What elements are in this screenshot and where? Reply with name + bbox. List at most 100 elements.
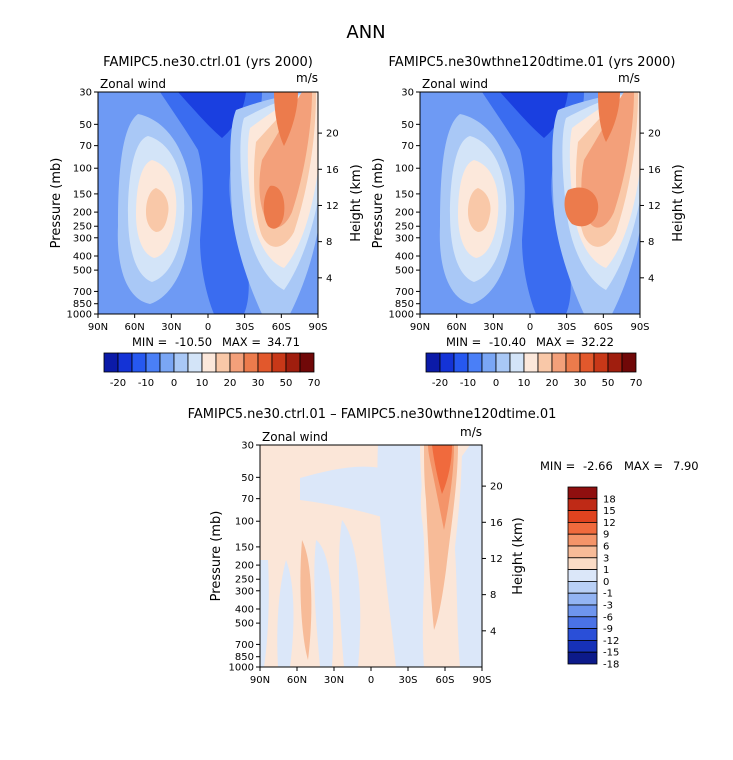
colorbar-label: 20 — [546, 378, 559, 389]
x-tick-label: 30S — [557, 322, 576, 333]
min-label: MIN = — [132, 335, 167, 349]
y-axis-right-label: Height (km) — [349, 164, 364, 241]
y-tick-label: 150 — [395, 189, 414, 200]
colorbar-cell — [173, 352, 189, 373]
colorbar-cell — [565, 352, 581, 373]
colorbar-cell — [495, 352, 511, 373]
colorbar-label: -20 — [110, 378, 126, 389]
min-value: -10.40 — [489, 335, 526, 349]
contour-field — [260, 445, 482, 667]
y-tick-label: 200 — [235, 561, 254, 572]
y-tick-label: 100 — [235, 517, 254, 528]
y-tick-label: 250 — [73, 222, 92, 233]
x-tick-label: 60N — [125, 322, 145, 333]
height-tick-label: 16 — [648, 165, 661, 176]
y-tick-label: 850 — [73, 299, 92, 310]
y-tick-label: 500 — [235, 619, 254, 630]
colorbar-cell — [567, 486, 598, 500]
x-tick-label: 0 — [205, 322, 211, 333]
y-tick-label: 1000 — [389, 310, 414, 321]
height-tick-label: 20 — [326, 129, 339, 140]
colorbar-cell — [257, 352, 273, 373]
colorbar-cell — [271, 352, 287, 373]
contour-field — [98, 92, 318, 314]
colorbar-label: 18 — [603, 494, 616, 505]
colorbar-label: 0 — [603, 577, 609, 588]
y-tick-label: 100 — [395, 164, 414, 175]
colorbar-cell — [467, 352, 483, 373]
colorbar-label: -10 — [138, 378, 154, 389]
x-axis: 90N 60N 30N 0 30S 60S 90S — [250, 667, 492, 686]
y-tick-label: 200 — [73, 208, 92, 219]
y-tick-label: 850 — [235, 652, 254, 663]
y-axis-right: 4 8 12 16 20 — [318, 129, 339, 284]
colorbar-label: 70 — [308, 378, 321, 389]
contour-pos4-sh — [598, 92, 620, 142]
height-tick-label: 12 — [648, 201, 661, 212]
page-title: ANN — [346, 22, 385, 43]
x-tick-label: 30N — [161, 322, 181, 333]
y-tick-label: 400 — [73, 251, 92, 262]
y-tick-label: 200 — [395, 208, 414, 219]
colorbar-label: 6 — [603, 542, 609, 553]
colorbar-cell — [567, 651, 598, 665]
panel-title: FAMIPC5.ne30.ctrl.01 (yrs 2000) — [103, 55, 313, 70]
height-tick-label: 8 — [326, 237, 332, 248]
x-tick-label: 90S — [630, 322, 649, 333]
height-tick-label: 4 — [490, 626, 496, 637]
colorbar-cell — [243, 352, 259, 373]
colorbar-label: -20 — [432, 378, 448, 389]
panel-ctrl: FAMIPC5.ne30.ctrl.01 (yrs 2000) Zonal wi… — [49, 55, 364, 389]
min-label: MIN = — [540, 459, 575, 473]
colorbar-label: 50 — [602, 378, 615, 389]
colorbar-cell — [567, 569, 598, 582]
colorbar-cell — [567, 510, 598, 523]
y-axis-right: 4 8 12 16 20 — [482, 482, 503, 637]
y-tick-label: 500 — [73, 266, 92, 277]
contour-pos4-jet — [564, 187, 599, 227]
contour-pos4-sh — [432, 445, 452, 494]
x-tick-label: 60S — [594, 322, 613, 333]
colorbar-label: -1 — [603, 589, 613, 600]
colorbar-cell — [285, 352, 301, 373]
colorbar-label: -6 — [603, 612, 613, 623]
units-label: m/s — [460, 425, 482, 439]
x-tick-label: 30N — [483, 322, 503, 333]
contour-neg-band-nh — [277, 560, 294, 667]
x-tick-label: 30S — [235, 322, 254, 333]
colorbar-cell — [201, 352, 217, 373]
contour-neg-core — [178, 92, 246, 138]
colorbar-cell — [215, 352, 231, 373]
y-tick-label: 150 — [73, 189, 92, 200]
colorbar-label: -3 — [603, 601, 613, 612]
contour-neg-band-nh2 — [314, 540, 334, 667]
colorbar-cell — [131, 352, 147, 373]
contour-neg-band-upper — [300, 466, 392, 520]
panel-title: FAMIPC5.ne30wthne120dtime.01 (yrs 2000) — [389, 55, 676, 70]
height-tick-label: 4 — [648, 273, 654, 284]
contour-neg-band-nh-edge — [260, 560, 269, 667]
colorbar-label: 30 — [252, 378, 265, 389]
colorbar-label: 1 — [603, 565, 609, 576]
y-axis-right-label: Height (km) — [511, 517, 526, 594]
min-value: -2.66 — [583, 459, 613, 473]
x-tick-label: 30S — [398, 675, 417, 686]
y-tick-label: 100 — [73, 164, 92, 175]
panel-title: FAMIPC5.ne30.ctrl.01 – FAMIPC5.ne30wthne… — [188, 407, 557, 422]
y-tick-label: 700 — [73, 287, 92, 298]
height-tick-label: 12 — [490, 554, 503, 565]
colorbar-cell — [117, 352, 133, 373]
x-tick-label: 60N — [447, 322, 467, 333]
colorbar-label: 9 — [603, 530, 609, 541]
colorbar: -20 -10 0 10 20 30 50 70 — [425, 352, 642, 389]
colorbar-label: -9 — [603, 624, 613, 635]
colorbar-cell — [509, 352, 525, 373]
panel-exp: FAMIPC5.ne30wthne120dtime.01 (yrs 2000) … — [371, 55, 686, 389]
colorbar-label: 0 — [493, 378, 499, 389]
contour-pos4-jet — [263, 185, 285, 229]
contour-neg-core — [500, 92, 568, 138]
colorbar-cell — [621, 352, 637, 373]
x-tick-label: 60N — [287, 675, 307, 686]
